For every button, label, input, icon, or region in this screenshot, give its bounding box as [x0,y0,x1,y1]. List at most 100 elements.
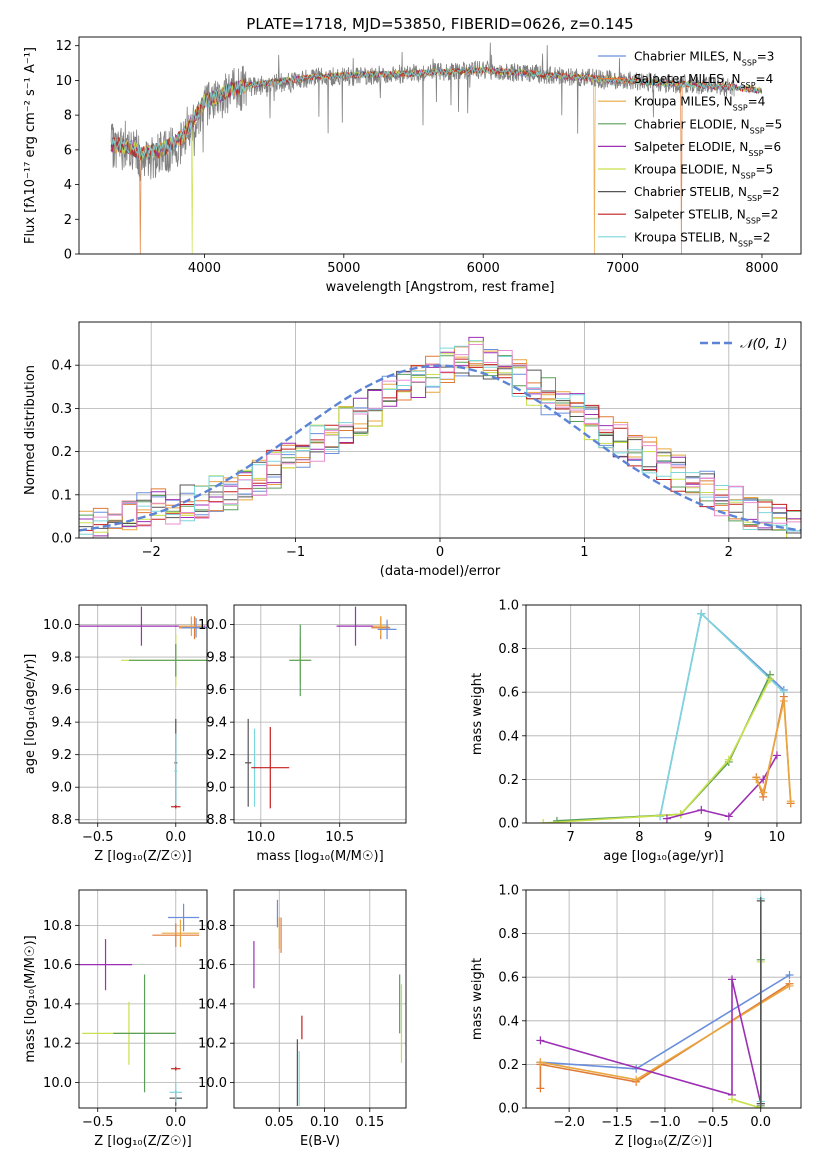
plus-marker [632,1075,641,1084]
y-tick-label: 10 [55,74,72,89]
legend: 𝒩(0, 1) [700,337,787,352]
plot-area [539,609,795,823]
y-tick-label: 10.6 [43,958,72,973]
x-tick-label: −0.5 [82,830,114,845]
plot-area [536,894,794,1108]
grid-lines [79,605,207,823]
x-tick-label: 10.0 [246,830,275,845]
axes: 0.05 0.10 0.15 10.0 10.2 10.4 10.6 10.8 E(B-V) [198,889,407,1149]
y-tick-label: 9.4 [51,716,72,731]
x-tick-label: 2 [725,545,733,560]
y-axis-label: Flux [fλ10⁻¹⁷ erg cm⁻² s⁻¹ A⁻¹] [23,47,38,244]
y-tick-label: 0.2 [51,445,72,460]
y-tick-label: 9.4 [206,716,227,731]
x-tick-label: 0.10 [310,1115,339,1130]
x-axis-label: age [log₁₀(age/yr)] [603,849,724,864]
plus-marker [728,1095,737,1104]
series-path [543,678,771,823]
x-axis-label: mass [log₁₀(M/M☉)] [256,849,383,864]
x-tick-label: 0.05 [265,1115,294,1130]
axes-frame [78,889,208,1109]
histogram-step-line [79,344,801,538]
x-tick-label: 0.0 [165,830,186,845]
y-tick-label: 4 [64,178,72,193]
series-line [536,981,794,1084]
y-tick-label: 0.4 [498,1014,519,1029]
x-tick-label: −1.5 [601,1115,633,1130]
plus-marker [759,788,768,797]
y-tick-label: 0.4 [51,359,72,374]
error-bar-point [178,616,204,636]
panel-mass-weight-vs-age: 7 8 9 10 0.0 0.2 0.4 0.6 0.8 1.0 age [log₁₀(age/yr… [470,599,802,864]
error-bar-point [289,624,312,697]
model-spectrum-line [110,65,762,161]
axes-frame [233,604,407,824]
x-tick-label: 8000 [745,261,778,276]
plus-marker [779,696,788,705]
error-bar-point [169,1082,183,1103]
legend-entry: 𝒩(0, 1) [740,337,787,352]
legend-entry: Chabrier ELODIE, NSSP=5 [634,117,782,135]
panel-mass-vs-z: −0.5 0.0 10.0 10.2 10.4 10.6 10.8 Z [log₁₀(Z/Z☉… [23,889,208,1149]
x-tick-label: 5000 [327,261,360,276]
plus-marker [786,797,795,806]
y-tick-label: 0.2 [498,1058,519,1073]
y-axis-label: mass [log₁₀(M/M☉)] [23,935,38,1062]
plus-marker [752,775,761,784]
x-tick-label: 0.0 [165,1115,186,1130]
x-tick-label: 0.15 [355,1115,384,1130]
y-tick-label: 1.0 [498,599,519,614]
y-tick-label: 8 [64,109,72,124]
axes: 4000 5000 6000 7000 8000 0 2 4 6 8 10 12 wavelength … [23,36,802,295]
x-tick-label: 6000 [467,261,500,276]
error-bar-point [245,718,252,807]
error-bar-point [251,727,290,809]
y-tick-label: 10.4 [198,997,227,1012]
figure-title: PLATE=1718, MJD=53850, FIBERID=0626, z=0… [246,15,633,33]
y-tick-label: 9.6 [51,683,72,698]
y-tick-label: 1.0 [498,884,519,899]
y-axis-label: Normed distribution [23,365,38,495]
axes-frame [233,889,407,1109]
error-bar-point [128,644,207,677]
plot-area [110,42,763,254]
plus-marker [539,819,548,823]
plot-area [245,606,397,809]
x-tick-label: 4000 [188,261,221,276]
error-bar-point [336,606,375,646]
y-tick-label: 10.2 [198,1037,227,1052]
legend: Chabrier MILES, NSSP=3 Salpeter MILES, NS… [598,50,782,248]
y-tick-label: 9.6 [206,683,227,698]
axes-frame [525,604,802,824]
x-tick-label: 9 [704,830,712,845]
x-tick-label: 1 [580,545,588,560]
plot-area [79,606,207,809]
x-axis-label: E(B-V) [300,1134,340,1149]
x-tick-label: −1 [286,545,305,560]
series-line [539,675,775,823]
x-axis-label: (data-model)/error [380,564,501,579]
x-axis-label: Z [log₁₀(Z/Z☉)] [94,849,191,864]
legend-entry: Salpeter STELIB, NSSP=2 [634,208,778,226]
gaussian-curve [79,364,801,532]
axes-frame [78,36,802,255]
series-path [540,979,762,1104]
legend-entry: Chabrier MILES, NSSP=3 [634,50,774,68]
series-line [656,609,788,821]
error-bar-point [113,974,176,1093]
error-bar-point [372,616,389,636]
panel-age-vs-mass: 10.0 10.5 8.8 9.0 9.2 9.4 9.6 9.8 10.0 mass [log₁… [198,604,407,864]
legend-entry: Kroupa MILES, NSSP=4 [634,95,765,113]
error-bar-point [79,939,133,991]
plus-marker [785,981,794,990]
y-tick-label: 0.4 [498,729,519,744]
series-line [756,896,765,1108]
x-axis-label: Z [log₁₀(Z/Z☉)] [94,1134,191,1149]
error-bar-point [377,619,397,640]
grid-lines [79,890,207,1108]
y-tick-label: 10.4 [43,997,72,1012]
x-tick-label: −0.5 [697,1115,729,1130]
series-line [752,696,795,806]
error-bar-point [171,805,181,809]
panel-residual-histogram: −2 −1 0 1 2 0.0 0.1 0.2 0.3 0.4 (data-model)/error… [23,321,802,579]
